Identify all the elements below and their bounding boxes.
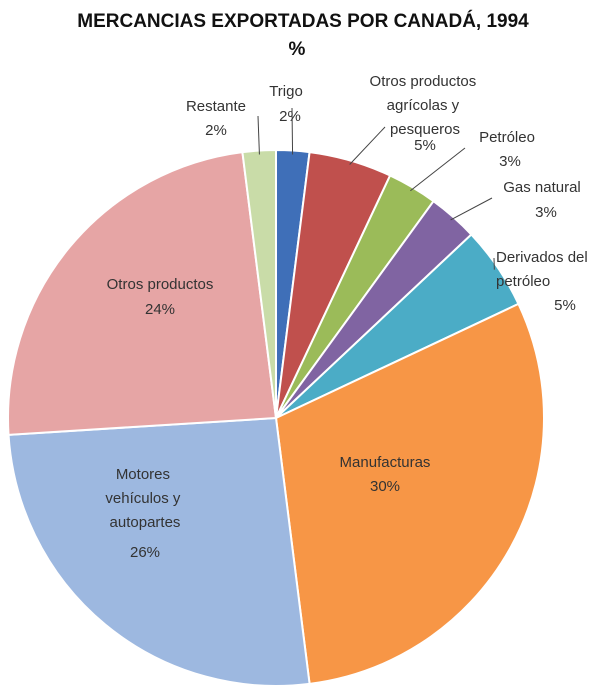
leader-line xyxy=(258,116,259,155)
slice-label: Motores vehículos y autopartes xyxy=(105,466,184,531)
slice-label: Trigo xyxy=(269,83,303,100)
slice-label: Derivados del petróleo xyxy=(496,249,592,290)
value-label: 5% xyxy=(554,297,576,314)
slice-label: Petróleo xyxy=(479,129,535,146)
leader-line xyxy=(350,127,385,164)
slice-label: Otros productos xyxy=(107,276,214,293)
slice-label: Otros productos agrícolas y pesqueros xyxy=(370,73,481,138)
chart-subtitle: % xyxy=(289,39,306,60)
value-label: 26% xyxy=(130,544,160,561)
chart-title: MERCANCIAS EXPORTADAS POR CANADÁ, 1994 xyxy=(77,10,529,32)
chart: MERCANCIAS EXPORTADAS POR CANADÁ, 1994 %… xyxy=(0,0,607,696)
value-label: 2% xyxy=(205,122,227,139)
value-label: 24% xyxy=(145,301,175,318)
value-label: 5% xyxy=(414,137,436,154)
slice-label: Manufacturas xyxy=(340,454,431,471)
value-label: 30% xyxy=(370,478,400,495)
value-label: 2% xyxy=(279,108,301,125)
leader-line xyxy=(410,148,465,191)
leader-line xyxy=(451,198,492,220)
value-label: 3% xyxy=(499,153,521,170)
slice-label: Restante xyxy=(186,98,246,115)
pie xyxy=(8,150,544,686)
slice-label: Gas natural xyxy=(503,179,581,196)
slice xyxy=(8,152,276,435)
value-label: 3% xyxy=(535,204,557,221)
